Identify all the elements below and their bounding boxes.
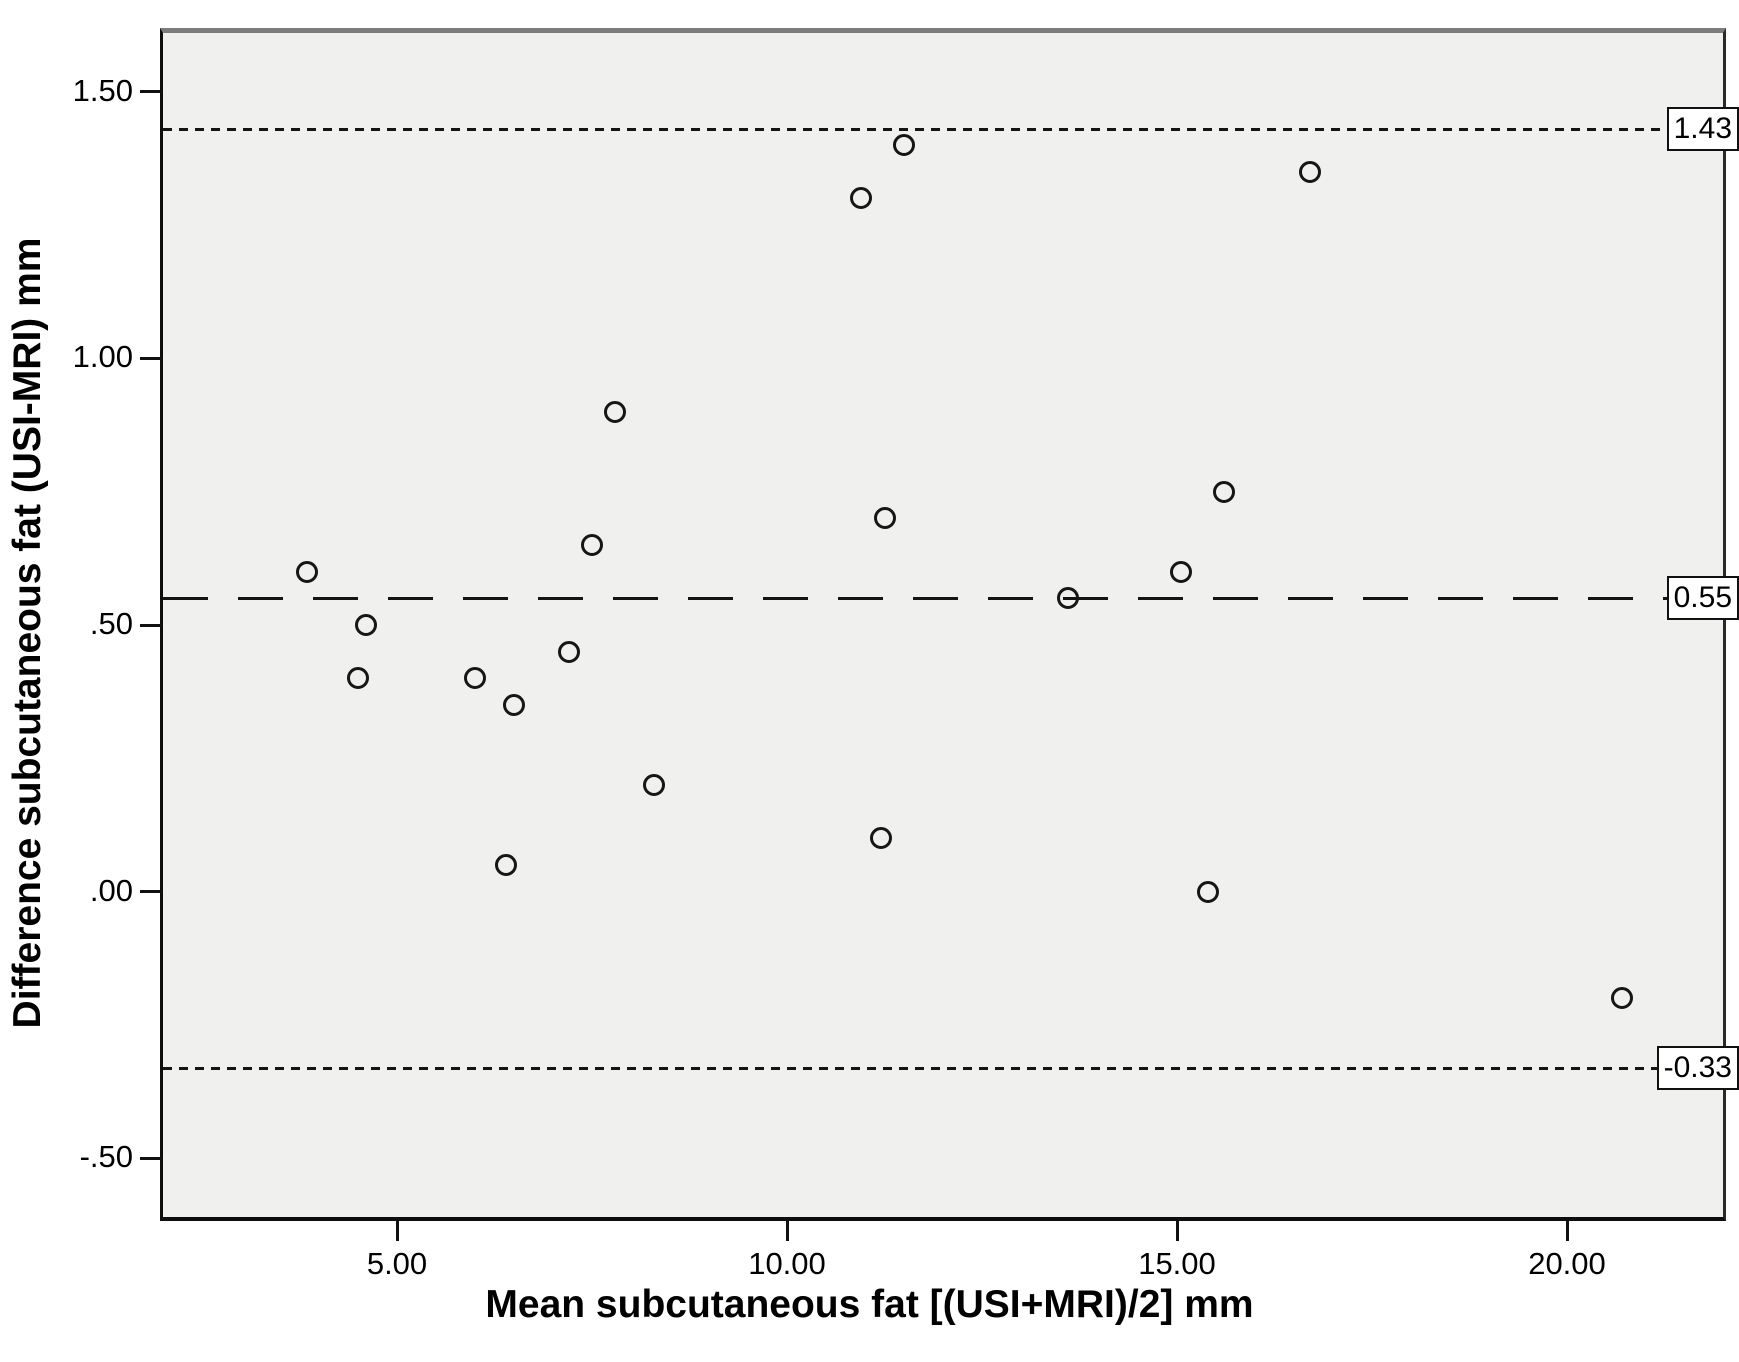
- data-point-marker: [1056, 587, 1079, 610]
- reference-line-label: -0.33: [1656, 1045, 1739, 1090]
- data-point-marker: [893, 134, 915, 156]
- x-axis-title: Mean subcutaneous fat [(USI+MRI)/2] mm: [485, 1283, 1254, 1326]
- data-point-marker: [464, 667, 486, 690]
- x-tick-mark: [1175, 1221, 1179, 1241]
- plot-frame: [160, 28, 1726, 1221]
- y-tick-mark: [140, 623, 163, 627]
- x-tick-label: 5.00: [366, 1246, 428, 1281]
- x-tick-label: 20.00: [1528, 1246, 1606, 1281]
- y-tick-mark: [140, 890, 163, 894]
- y-tick-label: .00: [89, 872, 133, 908]
- data-point-marker: [557, 640, 580, 663]
- y-axis-title: Difference subcutaneous fat (USI-MRI) mm: [6, 237, 49, 1029]
- data-point-marker: [1298, 160, 1321, 183]
- data-point-marker: [873, 507, 896, 530]
- plot-area: [163, 33, 1723, 1217]
- data-point-marker: [495, 854, 518, 876]
- y-tick-mark: [140, 356, 163, 360]
- x-tick-mark: [785, 1221, 789, 1241]
- reference-line-0.55: [163, 597, 1723, 601]
- y-tick-label: .50: [89, 606, 133, 641]
- reference-line-1.43: [163, 128, 1723, 131]
- data-point-marker: [604, 400, 627, 423]
- x-tick-mark: [1565, 1221, 1569, 1241]
- data-point-marker: [354, 614, 377, 636]
- data-point-marker: [581, 534, 603, 556]
- data-point-marker: [347, 667, 369, 690]
- y-tick-label: 1.00: [72, 339, 133, 375]
- y-tick-mark: [140, 90, 163, 94]
- data-point-marker: [296, 560, 319, 583]
- data-point-marker: [643, 774, 666, 796]
- data-point-marker: [1610, 987, 1633, 1010]
- data-point-marker: [850, 187, 873, 210]
- x-tick-label: 15.00: [1138, 1246, 1216, 1281]
- data-point-marker: [1212, 480, 1235, 503]
- data-point-marker: [1169, 560, 1192, 583]
- data-point-marker: [503, 694, 525, 716]
- reference-line--0.33: [163, 1066, 1723, 1070]
- data-point-marker: [869, 827, 892, 850]
- reference-line-label: 1.43: [1666, 107, 1739, 151]
- y-tick-label: 1.50: [72, 72, 133, 108]
- x-tick-mark: [395, 1221, 399, 1241]
- y-tick-label: -.50: [79, 1139, 133, 1175]
- reference-line-label: 0.55: [1666, 576, 1739, 621]
- x-tick-label: 10.00: [748, 1246, 826, 1281]
- data-point-marker: [1197, 880, 1220, 903]
- y-tick-mark: [140, 1156, 163, 1160]
